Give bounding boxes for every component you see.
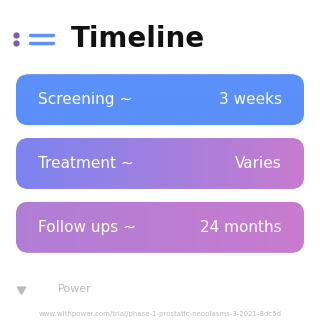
FancyBboxPatch shape (16, 75, 304, 125)
FancyBboxPatch shape (16, 138, 304, 189)
FancyBboxPatch shape (16, 138, 304, 189)
FancyBboxPatch shape (16, 202, 304, 252)
Text: Follow ups ~: Follow ups ~ (38, 220, 136, 235)
Text: Power: Power (58, 284, 91, 294)
Text: Treatment ~: Treatment ~ (38, 156, 134, 171)
FancyBboxPatch shape (16, 75, 304, 125)
Text: www.withpower.com/trial/phase-1-prostatic-neoplasms-3-2021-8dc5d: www.withpower.com/trial/phase-1-prostati… (38, 311, 282, 317)
Text: Varies: Varies (235, 156, 282, 171)
FancyBboxPatch shape (16, 202, 304, 252)
Text: Timeline: Timeline (70, 25, 204, 53)
Text: Screening ~: Screening ~ (38, 92, 132, 107)
Text: 24 months: 24 months (200, 220, 282, 235)
Text: 3 weeks: 3 weeks (219, 92, 282, 107)
